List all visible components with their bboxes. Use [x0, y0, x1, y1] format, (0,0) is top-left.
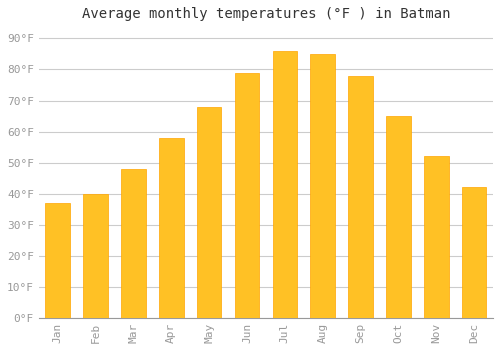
Bar	[386, 116, 410, 318]
Title: Average monthly temperatures (°F ) in Batman: Average monthly temperatures (°F ) in Ba…	[82, 7, 450, 21]
Bar	[234, 72, 260, 318]
Bar	[197, 107, 222, 318]
Bar	[46, 203, 70, 318]
Bar	[462, 188, 486, 318]
Bar	[424, 156, 448, 318]
Bar	[310, 54, 335, 318]
Bar	[84, 194, 108, 318]
Bar	[272, 51, 297, 318]
Bar	[121, 169, 146, 318]
Bar	[159, 138, 184, 318]
Bar	[348, 76, 373, 318]
